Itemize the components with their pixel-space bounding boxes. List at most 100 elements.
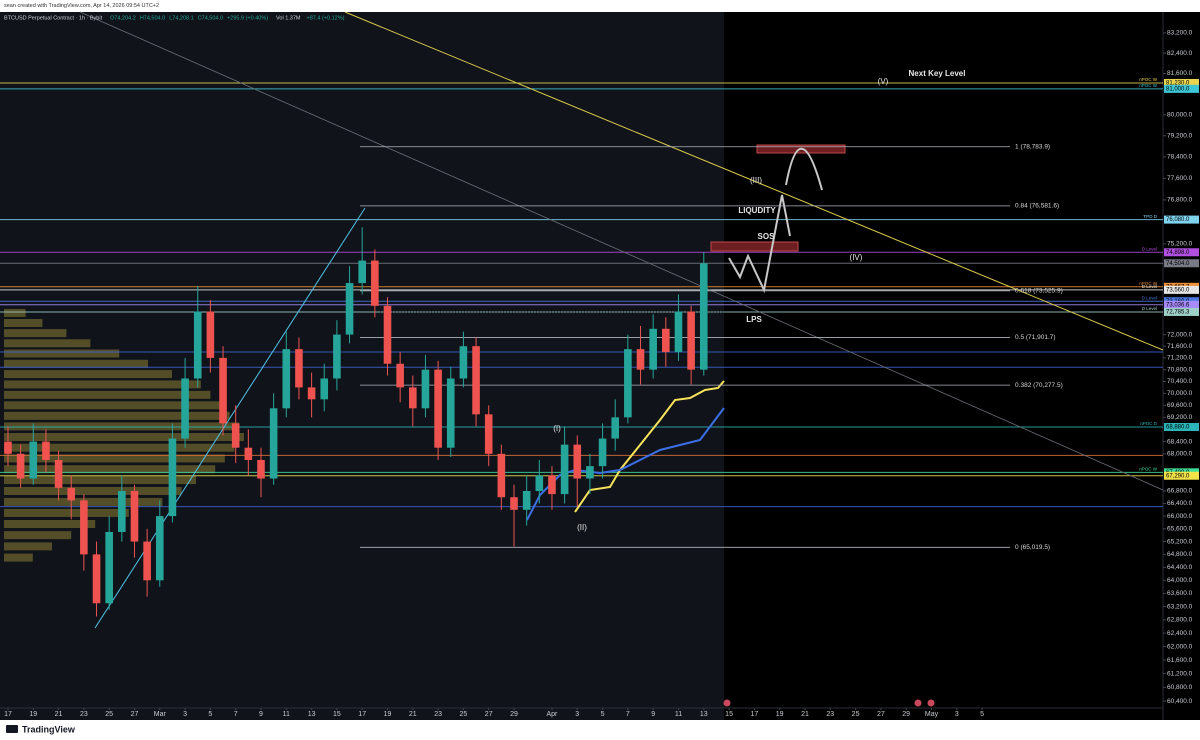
x-tick-label: 15 — [333, 711, 341, 718]
x-tick-label: 7 — [234, 711, 238, 718]
candle-body — [143, 541, 151, 581]
price-badge — [1164, 307, 1199, 316]
x-tick-label: 29 — [510, 711, 518, 718]
ohlc-value: H74,504.0 — [140, 15, 165, 21]
y-tick-label: 62,000.0 — [1167, 643, 1193, 650]
event-icon — [723, 699, 731, 707]
x-tick-label: 13 — [308, 711, 316, 718]
level-tag: nPOC W — [1139, 83, 1158, 88]
candle-body — [307, 387, 316, 400]
trend-line — [344, 11, 1164, 351]
annotation: (III) — [750, 176, 762, 185]
axes: 83,200.0 82,400.0 81,600.0 80,000.0 79,200.0… — [4, 30, 1193, 718]
x-tick-label: 25 — [105, 711, 113, 718]
y-tick-label: 62,400.0 — [1167, 630, 1193, 637]
profile-bar — [4, 380, 201, 389]
y-tick-label: 69,200.0 — [1167, 414, 1193, 421]
candle-body — [105, 531, 113, 604]
candle-body — [92, 554, 101, 604]
profile-bar — [4, 476, 196, 485]
y-tick-label: 68,000.0 — [1167, 451, 1193, 458]
candle-body — [409, 387, 417, 409]
anchored-vwap — [574, 380, 725, 513]
supply-zone — [710, 241, 799, 252]
y-tick-label: 68,400.0 — [1167, 438, 1193, 445]
x-tick-label: Mar — [154, 711, 167, 718]
annotation: (V) — [878, 77, 889, 86]
y-tick-label: 64,800.0 — [1167, 551, 1193, 558]
candle-body — [16, 453, 25, 479]
fib-label: 0.5 (71,901.7) — [1015, 334, 1055, 341]
candle-body — [434, 369, 442, 448]
candle-body — [535, 475, 544, 491]
candle-body — [42, 441, 50, 460]
price-badge — [1164, 285, 1199, 294]
top-strip — [0, 0, 1200, 12]
x-tick-label: 25 — [852, 711, 860, 718]
fib-label: 0.84 (76,581.6) — [1015, 203, 1059, 210]
price-badge-label: 72,785.3 — [1166, 310, 1190, 316]
y-tick-label: 64,000.0 — [1167, 577, 1193, 584]
candle-body — [548, 475, 556, 495]
event-icon — [927, 699, 935, 707]
price-badge-label: 74,504.0 — [1166, 261, 1190, 267]
candle-body — [459, 346, 468, 379]
y-tick-label: 61,600.0 — [1167, 657, 1193, 664]
y-tick-label: 69,600.0 — [1167, 402, 1193, 409]
x-tick-label: 23 — [80, 711, 88, 718]
x-tick-label: 7 — [626, 711, 630, 718]
candle-body — [446, 378, 455, 448]
candle-body — [383, 305, 392, 364]
x-tick-label: 11 — [283, 711, 290, 718]
y-tick-label: 78,400.0 — [1167, 154, 1193, 161]
candle-body — [510, 497, 518, 510]
profile-bar — [4, 433, 244, 442]
level-tag: nPOC W — [1139, 467, 1158, 472]
fib-label: 0.382 (70,277.5) — [1015, 382, 1063, 389]
price-badge — [1164, 84, 1199, 93]
profile-bar — [4, 531, 72, 540]
candles — [4, 227, 708, 617]
candle-body — [371, 260, 379, 306]
fib-label: 0.618 (73,525.9) — [1015, 288, 1063, 295]
candle-body — [80, 500, 88, 555]
profile-bar — [4, 508, 129, 517]
price-badge-label: 76,080.0 — [1166, 217, 1190, 223]
profile-bar — [4, 390, 211, 399]
y-tick-label: 81,600.0 — [1167, 70, 1193, 77]
x-tick-label: 21 — [409, 711, 417, 718]
level-tag: nPOC D — [1140, 421, 1158, 426]
ohlc-value: L74,208.1 — [169, 15, 193, 21]
price-badge — [1164, 423, 1199, 432]
levels: nPOC W 81,230.0 nPOC W 81,000.0 TPO D 76,080.… — [0, 77, 1199, 508]
profile-bar — [4, 329, 67, 338]
event-icon — [914, 699, 922, 707]
y-tick-label: 70,400.0 — [1167, 378, 1193, 385]
price-badge-label: 81,230.0 — [1166, 81, 1190, 87]
profile-bar — [4, 486, 182, 495]
price-badge — [1164, 215, 1199, 224]
fib-label: 0 (65,019.5) — [1015, 544, 1050, 551]
x-tick-label: 29 — [902, 711, 910, 718]
brand: TradingView — [6, 724, 76, 734]
candle-body — [219, 357, 227, 424]
x-tick-label: 9 — [259, 711, 263, 718]
y-tick-label: 77,600.0 — [1167, 175, 1193, 182]
y-tick-label: 63,600.0 — [1167, 590, 1193, 597]
profile-bar — [4, 359, 148, 368]
x-tick-label: 19 — [776, 711, 784, 718]
y-tick-label: 76,800.0 — [1167, 197, 1193, 204]
candle-body — [484, 414, 493, 454]
x-tick-label: 5 — [980, 711, 984, 718]
y-tick-label: 63,200.0 — [1167, 603, 1193, 610]
trend-line — [79, 11, 1164, 491]
x-tick-label: 17 — [4, 711, 12, 718]
candle-body — [333, 334, 341, 379]
candle-body — [54, 459, 63, 488]
candle-body — [269, 408, 278, 479]
candle-body — [522, 490, 531, 510]
y-tick-label: 62,800.0 — [1167, 617, 1193, 624]
y-tick-label: 65,600.0 — [1167, 526, 1193, 533]
y-tick-label: 64,400.0 — [1167, 564, 1193, 571]
